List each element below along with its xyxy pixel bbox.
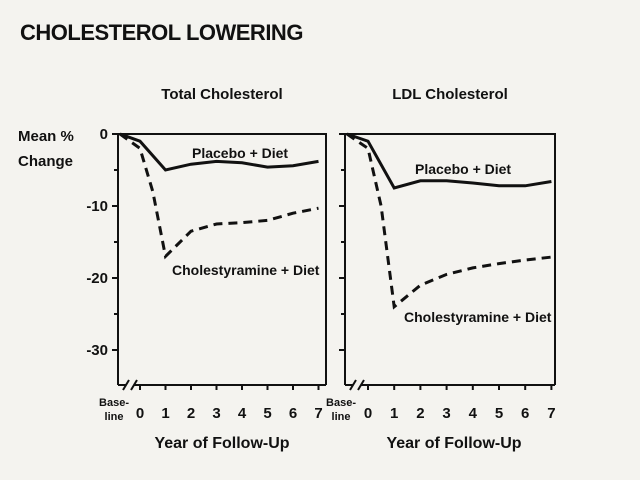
series-line-cholestyramine-diet [119,132,319,260]
baseline-label: Base- [99,397,129,409]
plot-frame [344,133,556,385]
x-axis-label: Year of Follow-Up [386,435,521,452]
y-tick-label: -30 [86,342,108,359]
x-tick-label: 6 [521,405,529,422]
y-tick-label: 0 [100,126,108,143]
x-tick-label: 6 [289,405,297,422]
series-line-placebo-diet [346,132,552,190]
panel-title: LDL Cholesterol [392,86,508,103]
series-label-placebo-diet: Placebo + Diet [192,145,288,161]
axis-break-mark [122,379,138,391]
x-tick-label: 1 [390,405,398,422]
x-tick-label: 7 [314,405,322,422]
series-label-cholestyramine-diet: Cholestyramine + Diet [172,262,320,278]
series-line-placebo-diet [119,132,319,172]
x-tick-label: 5 [495,405,503,422]
axis-break-mark [349,379,365,391]
x-tick-label: 7 [547,405,555,422]
x-tick-label: 4 [238,405,247,422]
x-tick-label: 2 [187,405,195,422]
y-tick-label: -10 [86,198,108,215]
x-axis-label: Year of Follow-Up [154,435,289,452]
x-tick-label: 0 [136,405,144,422]
x-tick-label: 1 [161,405,169,422]
baseline-label: line [105,411,124,423]
series-label-placebo-diet: Placebo + Diet [415,161,511,177]
y-tick-label: -20 [86,270,108,287]
y-axis-label-line1: Mean % [18,128,74,145]
y-axis-label-line2: Change [18,153,73,170]
series-label-cholestyramine-diet: Cholestyramine + Diet [404,309,552,325]
plot-frame [117,133,327,385]
baseline-label: Base- [326,397,356,409]
panel-title: Total Cholesterol [161,86,282,103]
x-tick-label: 3 [442,405,450,422]
x-tick-label: 3 [212,405,220,422]
x-tick-label: 4 [469,405,478,422]
x-tick-label: 0 [364,405,372,422]
baseline-label: line [332,411,351,423]
page-title: CHOLESTEROL LOWERING [20,20,303,45]
chart-panel-2: LDL Cholesterol 0 1 2 3 4 5 6 7 Base-line Year of … [326,86,556,452]
x-tick-label: 2 [416,405,424,422]
series-line-cholestyramine-diet [346,132,552,310]
x-tick-label: 5 [263,405,271,422]
